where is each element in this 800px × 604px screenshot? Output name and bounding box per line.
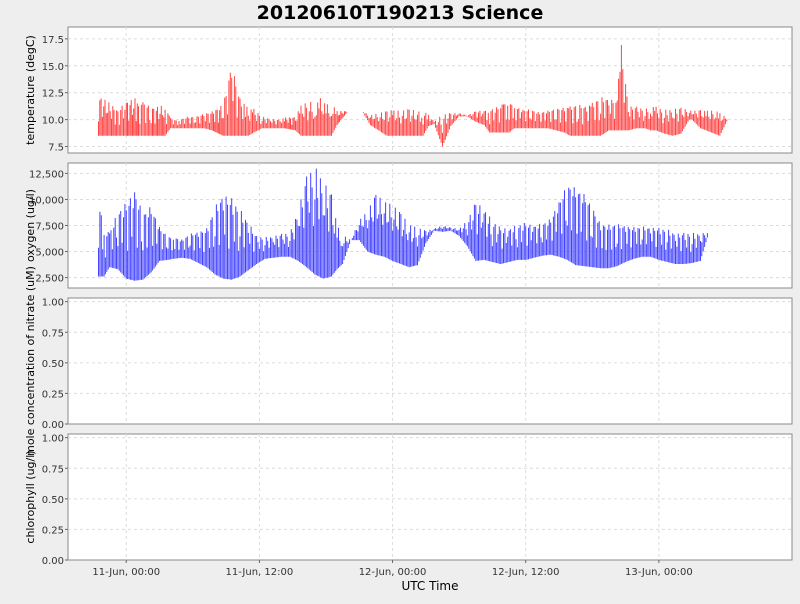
y-tick-label-oxygen: 7,500 [35,222,64,233]
y-tick-label-nitrate: 0.25 [42,389,64,400]
y-tick-label-temperature: 7.5 [48,143,64,154]
series-temperature-0 [98,45,728,147]
plot-area-nitrate [67,297,793,425]
y-axis-label-temperature: temperature (degC) [24,35,37,145]
panel-nitrate: 0.00 0.25 0.50 0.75 1.00 mole concentration o… [24,266,793,456]
y-tick-label-nitrate: 0.50 [42,359,64,370]
chart-title: 20120610T190213 Science [257,2,544,24]
y-tick-label-oxygen: 2,500 [35,274,64,285]
panel-oxygen: 2,500 5,000 7,500 10,000 12,500 oxygen (ug/l) [24,162,793,289]
y-tick-label-oxygen: 5,000 [35,248,64,259]
y-tick-label-chlorophyll: 0.00 [42,556,64,567]
y-tick-label-chlorophyll: 0.75 [42,464,64,475]
y-tick-label-chlorophyll: 0.50 [42,495,64,506]
y-tick-label-nitrate: 0.75 [42,328,64,339]
y-axis-label-oxygen: oxygen (ug/l) [24,189,37,262]
y-tick-label-temperature: 10.0 [42,116,64,127]
x-tick-label: 11-Jun, 00:00 [92,567,160,578]
series-oxygen-0 [98,168,708,281]
y-tick-label-temperature: 15.0 [42,62,64,73]
panel-temperature: 7.5 10.0 12.5 15.0 17.5 temperature (degC) [24,26,793,154]
x-tick-label: 13-Jun, 00:00 [625,567,693,578]
x-tick-label: 12-Jun, 00:00 [359,567,427,578]
y-tick-label-nitrate: 1.00 [42,298,64,309]
y-tick-label-nitrate: 0.00 [42,420,64,431]
y-axis-label-chlorophyll: chlorophyll (ug/l) [24,450,37,543]
y-tick-label-temperature: 17.5 [42,35,64,46]
y-tick-label-chlorophyll: 1.00 [42,434,64,445]
y-tick-label-oxygen: 10,000 [29,195,64,206]
plot-area-temperature [67,26,793,154]
y-tick-label-chlorophyll: 0.25 [42,525,64,536]
x-tick-label: 11-Jun, 12:00 [226,567,294,578]
x-tick-label: 12-Jun, 12:00 [492,567,560,578]
plot-area-chlorophyll [67,433,793,561]
y-tick-label-temperature: 12.5 [42,89,64,100]
y-tick-label-oxygen: 12,500 [29,169,64,180]
y-axis-label-nitrate: mole concentration of nitrate (uM) [24,266,37,456]
panel-chlorophyll: 0.00 0.25 0.50 0.75 1.00 chlorophyll (ug/l) [24,433,793,567]
x-axis-label: UTC Time [402,579,459,593]
